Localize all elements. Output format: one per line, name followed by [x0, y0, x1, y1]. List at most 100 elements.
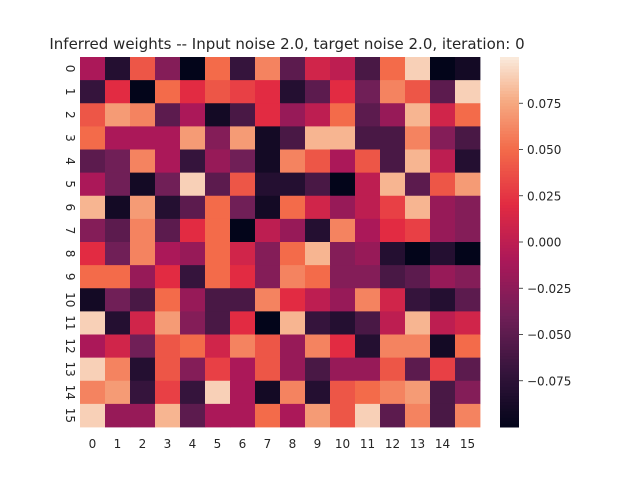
heatmap-cell-5-11 [355, 172, 381, 197]
colorbar-segment [500, 417, 519, 422]
heatmap-cell-3-8 [280, 126, 306, 150]
heatmap-cell-10-4 [180, 288, 206, 312]
heatmap-cell-1-11 [355, 80, 381, 104]
colorbar-segment [500, 312, 519, 317]
colorbar-segment [500, 226, 519, 231]
heatmap-cell-1-6 [230, 80, 256, 104]
colorbar-tick-label: 0.075 [527, 97, 561, 111]
colorbar-segment [500, 66, 519, 70]
heatmap-cell-10-13 [405, 288, 431, 312]
heatmap-cell-14-4 [180, 380, 206, 405]
heatmap-cell-7-11 [355, 218, 381, 243]
colorbar-segment [500, 106, 519, 110]
colorbar-segment [500, 152, 519, 157]
heatmap-cell-6-6 [230, 195, 256, 220]
heatmap-cell-7-12 [380, 218, 406, 243]
y-tick-label: 14 [63, 385, 77, 400]
heatmap-cell-14-6 [230, 380, 256, 405]
heatmap-cell-11-7 [255, 311, 281, 335]
heatmap-cell-4-9 [305, 149, 331, 174]
y-tick-label: 7 [63, 227, 77, 235]
colorbar-segment [500, 294, 519, 298]
heatmap-cell-11-14 [430, 311, 456, 335]
y-tick-label: 3 [63, 134, 77, 142]
heatmap-cell-15-7 [255, 403, 281, 428]
colorbar-segment [500, 90, 519, 95]
heatmap-cell-6-14 [430, 195, 456, 220]
colorbar-segment [500, 371, 519, 376]
colorbar-segment [500, 214, 519, 218]
colorbar-segment [500, 174, 519, 178]
colorbar-segment [500, 380, 519, 385]
heatmap-cell-13-8 [280, 357, 306, 382]
colorbar-segment [500, 201, 519, 206]
colorbar-segment [500, 235, 519, 240]
heatmap-cell-8-6 [230, 242, 256, 266]
x-tick-label: 2 [139, 437, 147, 451]
heatmap-cell-15-8 [280, 403, 306, 428]
heatmap-cell-5-6 [230, 172, 256, 197]
heatmap-cell-5-0 [80, 172, 106, 197]
heatmap-cell-12-1 [105, 334, 131, 359]
colorbar-segment [500, 343, 519, 348]
heatmap-cell-6-8 [280, 195, 306, 220]
heatmap-cell-13-0 [80, 357, 106, 382]
colorbar-segment [500, 297, 519, 302]
heatmap-cell-14-7 [255, 380, 281, 405]
heatmap-cell-1-3 [155, 80, 181, 104]
heatmap-cell-2-9 [305, 103, 331, 127]
heatmap-cell-7-8 [280, 218, 306, 243]
heatmap-cell-11-3 [155, 311, 181, 335]
x-tick-label: 9 [314, 437, 322, 451]
colorbar-segment [500, 251, 519, 255]
heatmap-cell-0-9 [305, 57, 331, 81]
heatmap-cell-12-5 [205, 334, 231, 359]
heatmap-cell-2-11 [355, 103, 381, 127]
heatmap-cell-14-13 [405, 380, 431, 405]
colorbar-segment [500, 217, 519, 221]
heatmap-cell-3-5 [205, 126, 231, 150]
heatmap-cell-13-2 [130, 357, 156, 382]
heatmap-cell-1-1 [105, 80, 131, 104]
heatmap-cell-1-0 [80, 80, 106, 104]
heatmap-cell-5-14 [430, 172, 456, 197]
heatmap-cell-11-13 [405, 311, 431, 335]
heatmap-cell-6-7 [255, 195, 281, 220]
x-tick-label: 5 [214, 437, 222, 451]
heatmap-cell-8-9 [305, 242, 331, 266]
heatmap-cell-12-8 [280, 334, 306, 359]
heatmap-cell-2-8 [280, 103, 306, 127]
heatmap-cell-11-9 [305, 311, 331, 335]
heatmap-cell-7-7 [255, 218, 281, 243]
x-tick-label: 4 [189, 437, 197, 451]
heatmap-cell-4-4 [180, 149, 206, 174]
heatmap-cell-2-7 [255, 103, 281, 127]
colorbar-segment [500, 223, 519, 228]
heatmap-cell-7-14 [430, 218, 456, 243]
heatmap-cell-13-10 [330, 357, 356, 382]
colorbar-segment [500, 266, 519, 271]
colorbar-segment [500, 72, 519, 76]
colorbar-segment [500, 288, 519, 292]
heatmap-cell-14-3 [155, 380, 181, 405]
x-axis-ticks: 0 1 2 3 4 5 6 7 8 9 10 11 12 13 14 15 [89, 437, 475, 451]
heatmap-cell-8-13 [405, 242, 431, 266]
colorbar-segment [500, 205, 519, 209]
colorbar-segment [500, 399, 519, 403]
colorbar-tick-label: 0.050 [527, 143, 561, 157]
heatmap-cell-5-15 [455, 172, 481, 197]
heatmap-cell-11-0 [80, 311, 106, 335]
heatmap-cell-14-0 [80, 380, 106, 405]
heatmap-cell-15-11 [355, 403, 381, 428]
colorbar-segment [500, 309, 519, 314]
heatmap-cell-10-6 [230, 288, 256, 312]
x-tick-label: 7 [264, 437, 272, 451]
heatmap-cell-7-5 [205, 218, 231, 243]
heatmap-cell-2-2 [130, 103, 156, 127]
heatmap-cell-15-14 [430, 403, 456, 428]
heatmap-cell-3-1 [105, 126, 131, 150]
colorbar-segment [500, 232, 519, 237]
heatmap-cell-11-5 [205, 311, 231, 335]
heatmap-cell-4-12 [380, 149, 406, 174]
colorbar-segment [500, 177, 519, 181]
